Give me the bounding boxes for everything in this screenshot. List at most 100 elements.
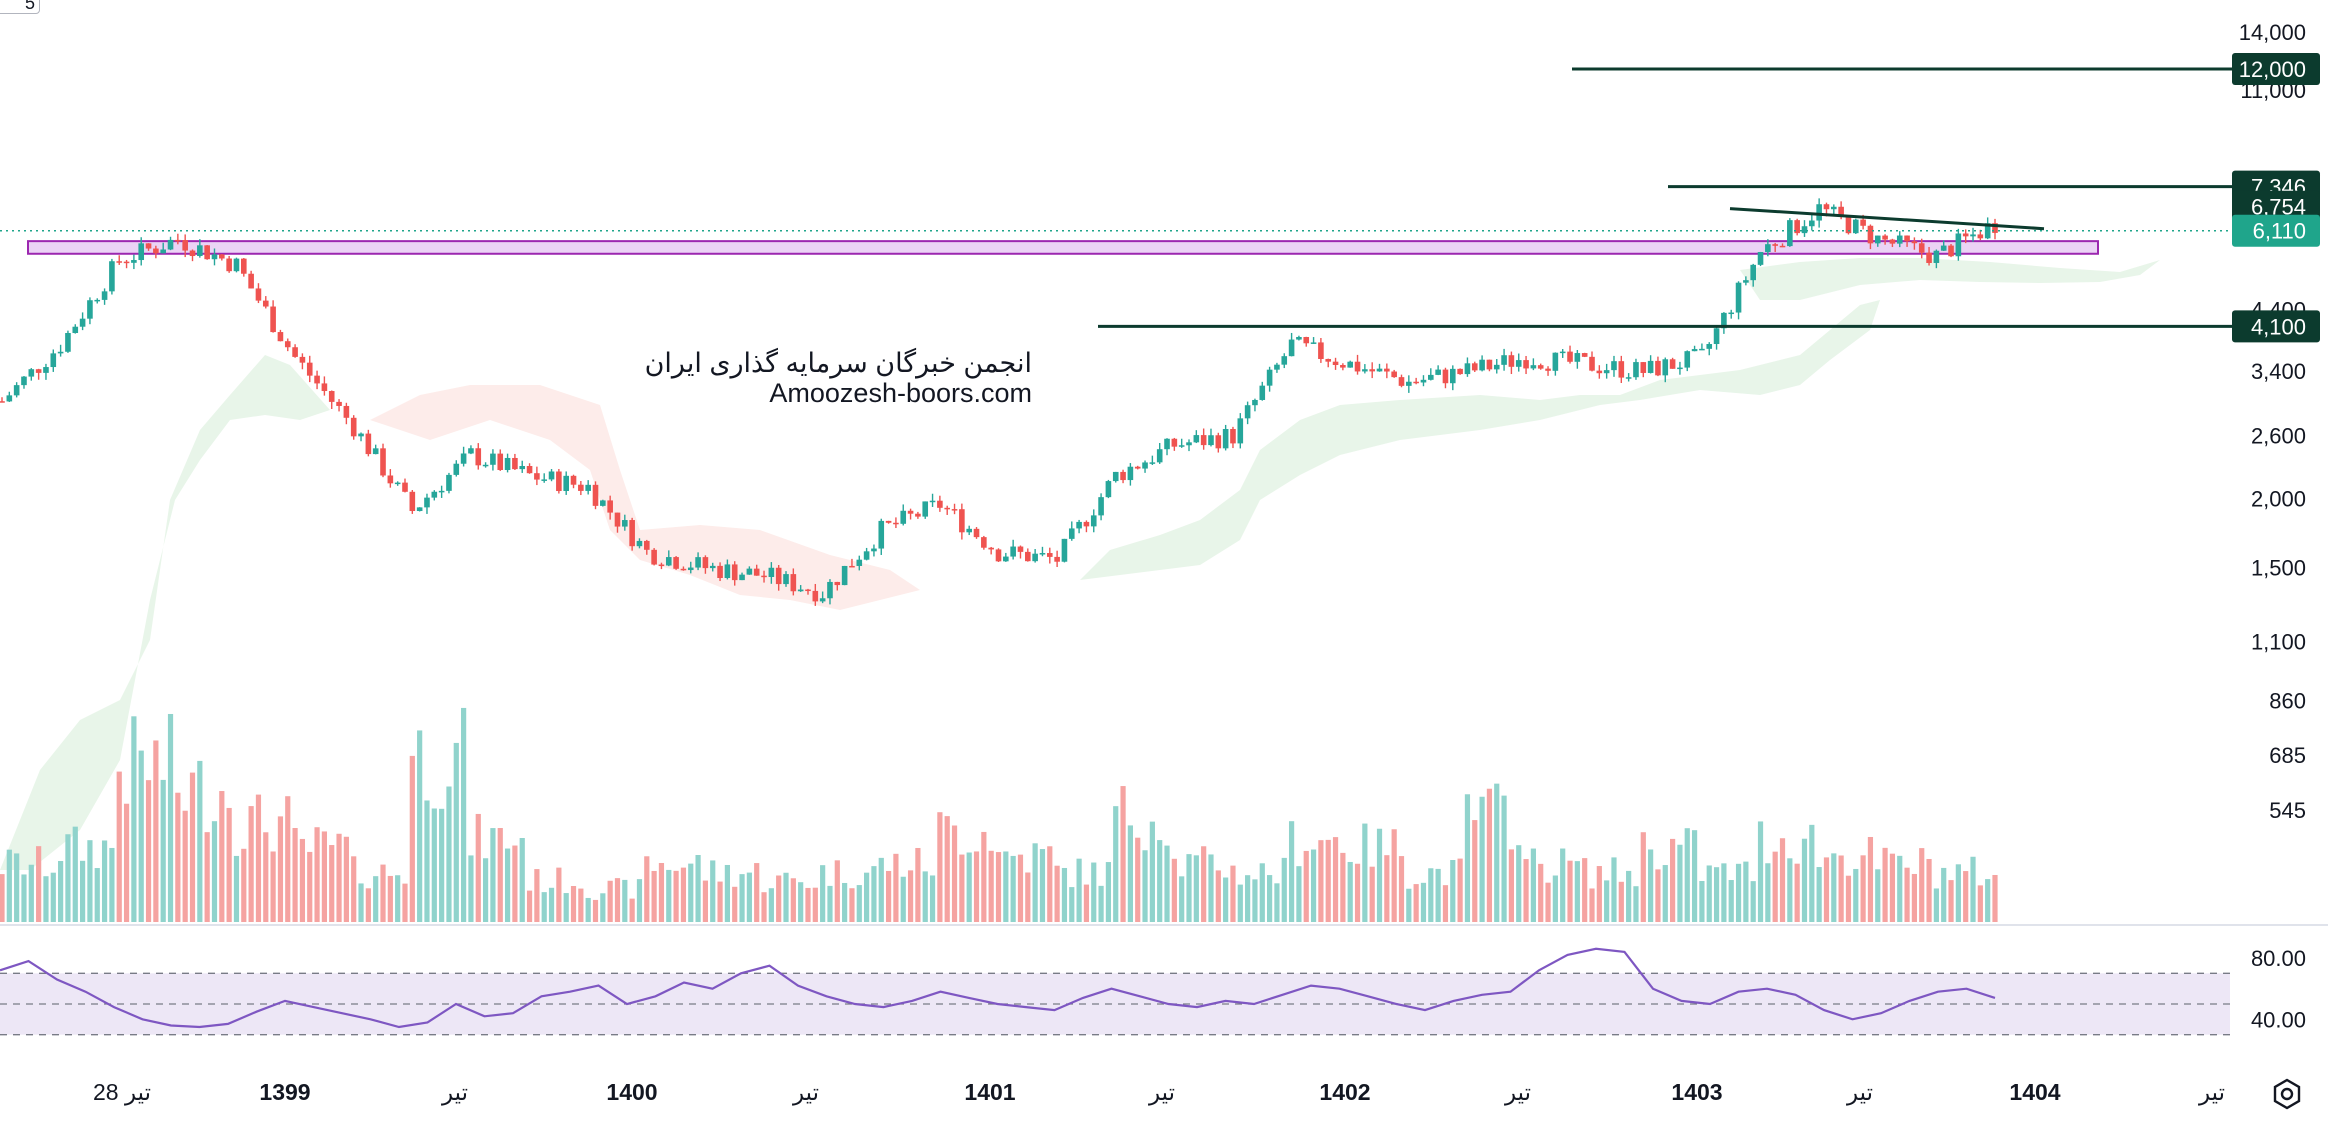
volume-bar-up xyxy=(1677,844,1683,922)
volume-bar-down xyxy=(1860,855,1866,922)
level-badge-6754-bg xyxy=(2232,190,2320,223)
cloud-green-segment xyxy=(0,355,330,870)
volume-bar-up xyxy=(1552,875,1558,922)
volume-bar-up xyxy=(395,875,401,922)
volume-bar-down xyxy=(893,853,899,922)
candle-up xyxy=(1449,368,1456,384)
volume-bar-up xyxy=(1450,859,1456,922)
volume-bar-down xyxy=(1523,859,1529,922)
volume-bar-up xyxy=(1347,861,1353,922)
volume-bar-up xyxy=(1105,862,1112,922)
candle-down xyxy=(1457,368,1463,375)
candle-down xyxy=(1083,521,1090,527)
candle-down xyxy=(885,520,892,523)
candle-up xyxy=(101,291,108,300)
candle-down xyxy=(116,261,123,263)
volume-bar-down xyxy=(812,887,818,922)
candle-down xyxy=(915,513,921,517)
candle-up xyxy=(372,448,379,455)
candle-up xyxy=(131,260,137,263)
volume-bar-down xyxy=(321,831,327,922)
volume-bar-down xyxy=(1384,855,1390,922)
candle-up xyxy=(197,245,203,257)
candle-up xyxy=(1127,466,1134,481)
volume-bar-up xyxy=(1259,863,1265,922)
volume-bar-up xyxy=(783,872,789,922)
candle-up xyxy=(211,254,218,260)
volume-bar-down xyxy=(497,828,503,922)
candle-down xyxy=(1589,356,1595,371)
volume-bar-up xyxy=(1113,806,1119,922)
candle-down xyxy=(1332,361,1339,365)
volume-bar-down xyxy=(651,870,657,922)
drawn-levels xyxy=(0,67,2240,328)
candle-down xyxy=(35,369,42,373)
volume-bar-down xyxy=(1201,846,1207,922)
candle-down xyxy=(981,537,987,548)
candle-up xyxy=(50,353,57,368)
volume-bar-down xyxy=(592,899,599,922)
volume-bar-up xyxy=(1039,849,1046,922)
volume-bar-up xyxy=(1288,821,1295,922)
candle-down xyxy=(306,362,313,376)
candle-up xyxy=(1428,374,1434,380)
volume-bar-up xyxy=(1735,863,1742,922)
candle-down xyxy=(1325,358,1332,362)
volume-bar-up xyxy=(768,888,774,922)
volume-bar-up xyxy=(1721,863,1727,922)
corner-indicator[interactable]: 5 xyxy=(0,0,40,14)
candle-down xyxy=(643,540,650,550)
candle-up xyxy=(1874,235,1881,244)
candle-up xyxy=(94,299,101,302)
candle-down xyxy=(1508,355,1515,367)
volume-bars xyxy=(0,707,1998,922)
candle-up xyxy=(1178,445,1185,447)
candle-up xyxy=(1765,244,1771,252)
candle-up xyxy=(519,466,526,470)
volume-bar-down xyxy=(241,848,247,922)
chart-settings-icon[interactable] xyxy=(2270,1077,2304,1111)
volume-bar-down xyxy=(1670,838,1676,922)
volume-bar-down xyxy=(1977,885,1983,922)
time-axis-month: تیر xyxy=(1148,1079,1175,1106)
volume-bar-down xyxy=(570,886,577,922)
volume-bar-down xyxy=(292,828,298,922)
candle-up xyxy=(841,565,848,586)
volume-bar-down xyxy=(409,755,415,922)
volume-bar-up xyxy=(871,866,877,922)
candle-up xyxy=(468,448,474,454)
candle-down xyxy=(1918,243,1925,253)
candle-up xyxy=(1105,481,1112,498)
volume-bar-down xyxy=(1538,863,1544,922)
volume-bar-down xyxy=(387,875,393,922)
candle-down xyxy=(556,471,562,492)
candle-down xyxy=(314,375,320,384)
volume-bar-down xyxy=(153,740,159,922)
volume-bar-up xyxy=(94,868,100,922)
candle-down xyxy=(409,491,416,512)
candle-up xyxy=(1743,280,1749,283)
volume-bar-up xyxy=(1765,863,1771,922)
volume-bar-down xyxy=(1017,854,1024,922)
rsi-pane: 80.00 40.00 xyxy=(0,924,2328,1036)
volume-bar-down xyxy=(951,825,958,922)
volume-bar-down xyxy=(717,881,723,922)
volume-bar-up xyxy=(900,876,906,922)
volume-bar-down xyxy=(732,886,738,922)
candle-up xyxy=(1611,361,1617,371)
volume-bar-up xyxy=(1853,868,1859,922)
time-axis-year: 1401 xyxy=(964,1079,1015,1105)
candle-up xyxy=(1420,379,1427,383)
candle-up xyxy=(827,581,833,599)
volume-bar-up xyxy=(1743,861,1749,922)
candle-down xyxy=(336,401,342,406)
volume-bar-up xyxy=(1574,861,1580,922)
volume-bar-up xyxy=(101,840,108,922)
candle-up xyxy=(1259,385,1266,400)
candle-down xyxy=(1823,204,1830,210)
volume-bar-down xyxy=(1340,852,1346,922)
candle-down xyxy=(255,288,262,301)
candle-down xyxy=(270,306,276,333)
